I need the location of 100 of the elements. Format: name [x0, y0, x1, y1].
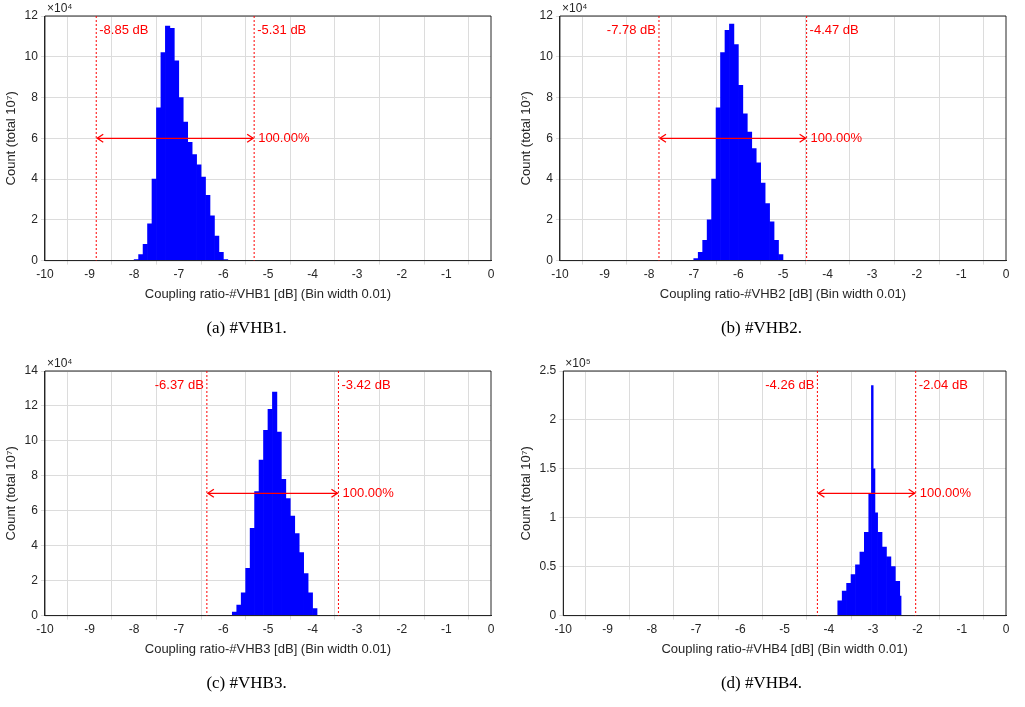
x-tick-label: -2 [912, 622, 924, 637]
text: ×10⁵ [565, 356, 591, 371]
y-axis-title: Count (total 10⁷) [518, 91, 534, 186]
x-tick-label: -4 [307, 267, 319, 282]
y-tick-label: 8 [31, 89, 39, 104]
y-tick-label: 0 [31, 252, 39, 267]
x-tick-label: -8 [646, 622, 658, 637]
y-tick-label: 10 [539, 49, 554, 64]
x-tick-label: -8 [128, 267, 140, 282]
x-tick-label: -2 [396, 267, 408, 282]
y-axis-title: Count (total 10⁷) [518, 446, 534, 541]
x-tick-label: -2 [396, 622, 408, 637]
y-tick-label: 12 [24, 398, 39, 413]
x-tick-label: -3 [866, 267, 878, 282]
y-tick-label: 6 [546, 130, 554, 145]
ref-line-label: -8.85 dB [99, 22, 149, 38]
y-tick-label: 10 [24, 49, 39, 64]
x-axis-title: Coupling ratio-#VHB3 [dB] (Bin width 0.01) [144, 641, 392, 657]
text: ×10⁴ [46, 356, 73, 371]
x-axis-title: Coupling ratio-#VHB2 [dB] (Bin width 0.01) [659, 286, 907, 302]
y-tick-label: 8 [546, 89, 554, 104]
x-tick-label: -3 [351, 267, 363, 282]
ref-line-label: -3.42 dB [341, 377, 391, 393]
y-tick-label: 8 [31, 468, 39, 483]
y-tick-label: 4 [31, 538, 39, 553]
x-tick-label: -7 [173, 622, 185, 637]
x-tick-label: -8 [128, 622, 140, 637]
y-tick-label: 2 [546, 212, 554, 227]
ref-line-label: -7.78 dB [606, 22, 656, 38]
x-tick-label: -7 [173, 267, 185, 282]
text: (a) #VHB1. [206, 318, 287, 338]
y-tick-label: 14 [24, 363, 39, 378]
y-tick-label: 2.5 [539, 363, 557, 378]
x-tick-label: 0 [1002, 622, 1010, 637]
x-tick-label: -10 [551, 267, 569, 282]
ref-line-label: -2.04 dB [918, 377, 968, 393]
x-tick-label: -6 [735, 622, 747, 637]
text: (d) #VHB4. [720, 673, 803, 693]
x-tick-label: -9 [602, 622, 614, 637]
x-tick-label: -9 [84, 267, 96, 282]
x-axis-title: Coupling ratio-#VHB4 [dB] (Bin width 0.01) [661, 641, 908, 657]
annotation: 100.00% [258, 129, 310, 145]
x-axis-title: Coupling ratio-#VHB1 [dB] (Bin width 0.01) [144, 286, 392, 302]
x-tick-label: -3 [867, 622, 879, 637]
ref-line-label: -4.26 dB [765, 377, 815, 393]
x-tick-label: -5 [779, 622, 791, 637]
ref-line-label: -6.37 dB [154, 377, 204, 393]
x-tick-label: -6 [218, 622, 230, 637]
ref-line-label: -4.47 dB [809, 22, 859, 38]
y-tick-label: 6 [31, 503, 39, 518]
y-tick-label: 2 [549, 412, 557, 427]
x-tick-label: -3 [351, 622, 363, 637]
x-tick-label: -4 [822, 267, 834, 282]
text: (c) #VHB3. [206, 673, 287, 693]
y-tick-label: 0 [31, 607, 39, 622]
x-tick-label: -5 [777, 267, 789, 282]
y-tick-label: 6 [31, 130, 39, 145]
annotation: 100.00% [810, 129, 863, 145]
annotation: 100.00% [342, 484, 395, 500]
x-tick-label: -4 [823, 622, 835, 637]
text: ×10⁴ [46, 1, 73, 16]
x-tick-label: -1 [441, 622, 453, 637]
x-tick-label: -5 [262, 622, 274, 637]
x-tick-label: 0 [487, 267, 495, 282]
y-tick-label: 1.5 [539, 461, 557, 476]
x-tick-label: -10 [554, 622, 573, 637]
y-tick-label: 0.5 [539, 558, 557, 573]
x-tick-label: -8 [643, 267, 655, 282]
x-tick-label: -9 [84, 622, 96, 637]
x-tick-label: -1 [441, 267, 453, 282]
y-tick-label: 12 [539, 8, 554, 23]
x-tick-label: -10 [36, 622, 54, 637]
x-tick-label: -9 [599, 267, 611, 282]
text: (b) #VHB2. [720, 318, 803, 338]
y-tick-label: 4 [546, 171, 554, 186]
x-tick-label: -6 [733, 267, 745, 282]
x-tick-label: 0 [487, 622, 495, 637]
y-tick-label: 1 [549, 510, 557, 525]
x-tick-label: -1 [956, 267, 968, 282]
x-tick-label: 0 [1002, 267, 1010, 282]
y-tick-label: 10 [24, 433, 39, 448]
x-tick-label: -2 [911, 267, 923, 282]
y-tick-label: 12 [24, 8, 39, 23]
x-tick-label: -4 [307, 622, 319, 637]
ref-line-label: -5.31 dB [257, 22, 307, 38]
text: ×10⁴ [561, 1, 588, 16]
y-tick-label: 0 [549, 607, 557, 622]
x-tick-label: -5 [262, 267, 274, 282]
y-tick-label: 2 [31, 212, 39, 227]
y-axis-title: Count (total 10⁷) [3, 446, 19, 541]
y-tick-label: 4 [31, 171, 39, 186]
y-tick-label: 2 [31, 572, 39, 587]
x-tick-label: -7 [688, 267, 700, 282]
x-tick-label: -1 [956, 622, 968, 637]
y-axis-title: Count (total 10⁷) [3, 91, 19, 186]
x-tick-label: -7 [690, 622, 702, 637]
x-tick-label: -6 [218, 267, 230, 282]
x-tick-label: -10 [36, 267, 54, 282]
y-tick-label: 0 [546, 252, 554, 267]
annotation: 100.00% [919, 484, 972, 500]
